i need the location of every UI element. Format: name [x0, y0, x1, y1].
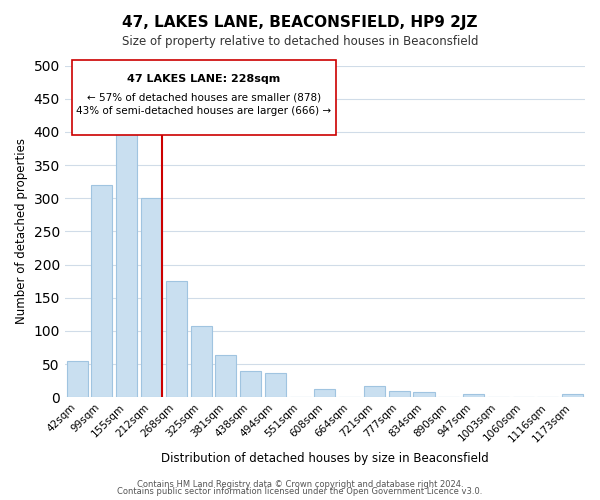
Bar — [67, 361, 88, 398]
Bar — [141, 198, 162, 398]
Bar — [389, 390, 410, 398]
Bar — [91, 185, 112, 398]
Bar — [314, 388, 335, 398]
Text: 47, LAKES LANE, BEACONSFIELD, HP9 2JZ: 47, LAKES LANE, BEACONSFIELD, HP9 2JZ — [122, 15, 478, 30]
Bar — [116, 132, 137, 398]
Y-axis label: Number of detached properties: Number of detached properties — [15, 138, 28, 324]
Text: 43% of semi-detached houses are larger (666) →: 43% of semi-detached houses are larger (… — [76, 106, 332, 116]
Bar — [240, 370, 261, 398]
Bar — [562, 394, 583, 398]
Text: Size of property relative to detached houses in Beaconsfield: Size of property relative to detached ho… — [122, 35, 478, 48]
Bar — [413, 392, 434, 398]
Bar — [265, 372, 286, 398]
Text: ← 57% of detached houses are smaller (878): ← 57% of detached houses are smaller (87… — [87, 92, 321, 102]
Bar — [364, 386, 385, 398]
Bar — [215, 356, 236, 398]
X-axis label: Distribution of detached houses by size in Beaconsfield: Distribution of detached houses by size … — [161, 452, 489, 465]
Text: Contains HM Land Registry data © Crown copyright and database right 2024.: Contains HM Land Registry data © Crown c… — [137, 480, 463, 489]
Text: Contains public sector information licensed under the Open Government Licence v3: Contains public sector information licen… — [118, 487, 482, 496]
Bar — [191, 326, 212, 398]
Bar — [166, 281, 187, 398]
Bar — [463, 394, 484, 398]
Text: 47 LAKES LANE: 228sqm: 47 LAKES LANE: 228sqm — [127, 74, 281, 84]
